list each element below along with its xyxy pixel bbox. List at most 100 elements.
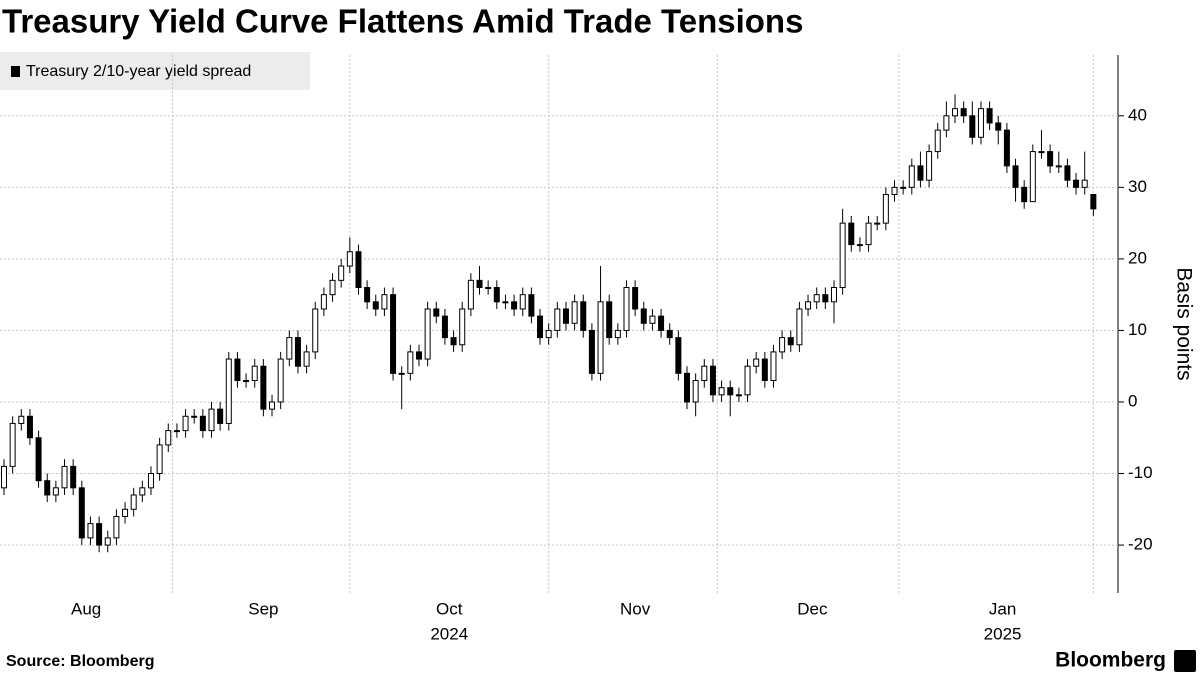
candle-body [398,372,405,375]
legend-label: Treasury 2/10-year yield spread [26,63,251,80]
candle-body [908,165,915,188]
candle-body [303,351,310,367]
candle-body [459,308,466,346]
candle-body [269,401,276,410]
candle-body [640,308,647,324]
candle-body [969,115,976,138]
candle-body [934,129,941,153]
candle-body [1021,186,1028,203]
candle-body [286,337,293,360]
candle-body [260,365,267,410]
candle-body [796,308,803,346]
candle-body [122,508,129,517]
candle-body [70,465,77,489]
legend [0,52,310,90]
x-tick-label: Oct [436,599,463,618]
candle-body [813,294,820,303]
candle-body [649,315,656,324]
candle-body [61,465,68,489]
candle-body [1073,179,1080,188]
candle-body [839,222,846,289]
candle-body [355,251,362,289]
candle-body [666,329,673,339]
x-tick-label: Dec [797,599,828,618]
candle-body [528,294,535,317]
y-tick-label: 20 [1128,248,1147,267]
x-tick-label: Nov [620,599,651,618]
candle-body [675,337,682,374]
candle-body [450,337,457,346]
candle-body [390,294,397,374]
candle-body [1003,129,1010,167]
candle-body [787,337,794,346]
candle-body [441,315,448,339]
candle-body [338,265,345,281]
candle-body [701,365,708,382]
candle-body [320,294,327,310]
candle-body [891,186,898,196]
candle-body [753,358,760,367]
candle-body [614,329,621,339]
candle-body [78,487,85,539]
candle-body [943,115,950,131]
candle-body [1055,165,1062,168]
candle-body [139,487,146,496]
candle-body [830,287,837,303]
candle-body [597,301,604,374]
candle-body [588,329,595,374]
candle-body [329,279,336,296]
candle-body [346,251,353,267]
candle-body [874,222,881,225]
y-tick-label: 30 [1128,177,1147,196]
candle-body [18,415,25,424]
candle-body [312,308,319,353]
candle-body [165,430,172,446]
y-axis-label: Basis points [1172,267,1195,380]
candle-body [822,294,829,303]
source: Source: Bloomberg [6,653,154,670]
candle-body [926,151,933,181]
y-tick-label: -20 [1128,535,1153,554]
candle-body [545,329,552,339]
x-tick-label: Aug [71,599,101,618]
candle-body [900,186,907,189]
candle-body [623,287,630,331]
candle-body [225,358,232,424]
candle-body [952,108,959,117]
brand-icon [1174,650,1196,672]
candle-body [735,394,742,397]
candle-body [770,351,777,382]
candle-body [208,408,215,432]
legend-swatch [11,66,20,77]
candle-body [502,301,509,304]
candle-body [727,387,734,396]
candle-body [130,494,137,510]
candle-body [709,365,716,396]
candle-body [606,301,613,339]
candle-body [467,279,474,310]
candle-body [1081,179,1088,188]
y-tick-label: -10 [1128,463,1153,482]
candle-body [173,430,180,433]
candle-body [493,287,500,303]
candle-body [433,308,440,317]
candle-body [658,315,665,331]
candle-body [882,194,889,224]
candle-body [9,422,16,467]
candle-body [562,308,569,324]
candle-body [986,108,993,124]
candle-body [415,351,422,360]
candle-body [537,315,544,339]
candle-body [977,108,984,138]
candle-body [761,358,768,382]
candle-body [632,287,639,310]
candle-body [52,487,59,496]
candle-body [1,465,7,489]
candle-body [917,165,924,181]
candle-body [960,108,967,117]
candle-body [372,301,379,310]
candle-body [294,337,301,367]
candle-body [199,415,206,432]
candle-body [147,473,154,489]
candle-body [1029,151,1036,203]
